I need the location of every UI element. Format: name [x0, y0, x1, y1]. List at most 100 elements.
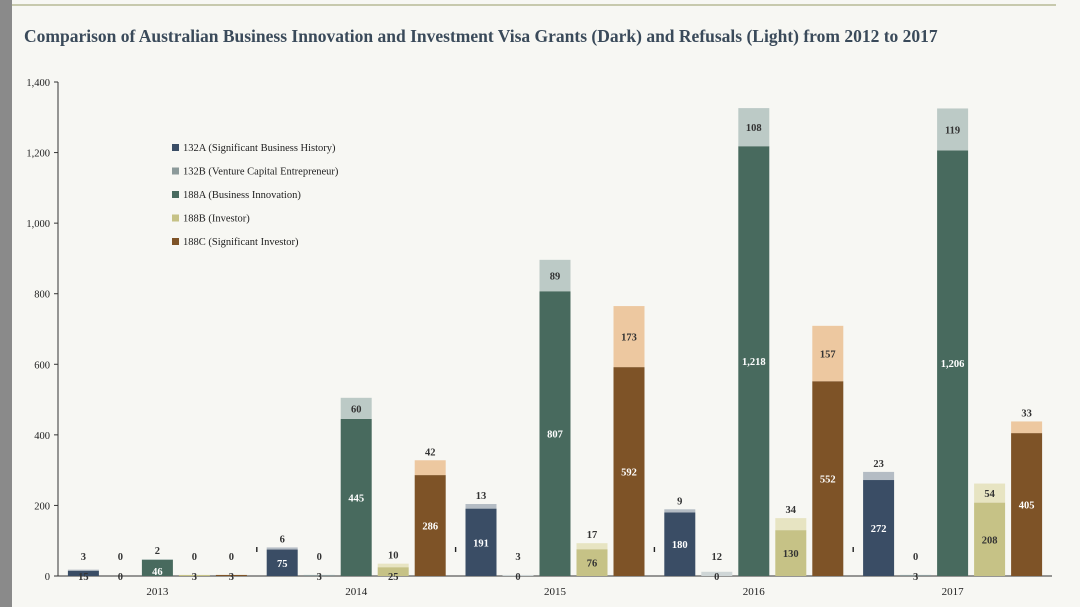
refusal-data-label: 42 [425, 447, 436, 458]
grant-data-label: 3 [317, 572, 322, 583]
refusal-bar [377, 563, 409, 568]
refusal-data-label: 0 [229, 552, 234, 563]
refusal-bar [937, 108, 969, 151]
y-tick-label: 800 [34, 290, 50, 301]
legend-label: 132B (Venture Capital Entrepreneur) [183, 167, 339, 178]
y-tick-label: 600 [34, 360, 50, 371]
refusal-data-label: 10 [388, 551, 399, 562]
refusal-bar [775, 518, 807, 531]
refusal-data-label: 0 [118, 552, 123, 563]
chart-title: Comparison of Australian Business Innova… [24, 26, 938, 46]
legend-swatch [172, 167, 179, 175]
legend-label: 188A (Business Innovation) [183, 190, 301, 201]
x-category-label: 2015 [544, 586, 567, 598]
grant-data-label: 3 [913, 572, 918, 583]
refusal-bar [974, 483, 1006, 503]
refusal-data-label: 2 [155, 546, 160, 557]
refusal-data-label: 9 [677, 496, 682, 507]
refusal-bar [1011, 421, 1043, 434]
grant-bar [303, 574, 335, 576]
refusal-bar [613, 306, 645, 368]
left-edge-band [0, 0, 12, 607]
grant-data-label: 3 [192, 572, 197, 583]
grant-bar [1011, 433, 1043, 576]
refusal-data-label: 0 [317, 552, 322, 563]
refusal-data-label: 173 [621, 333, 637, 344]
grant-bar [266, 549, 298, 576]
grant-data-label: 592 [621, 468, 637, 479]
grant-bar [377, 567, 409, 576]
grant-data-label: 76 [587, 559, 598, 570]
grant-bar [775, 530, 807, 576]
grant-bar [539, 291, 571, 576]
refusal-bar [664, 509, 696, 513]
x-category-label: 2013 [146, 586, 169, 598]
y-tick-label: 0 [45, 572, 50, 583]
refusal-data-label: 34 [786, 505, 797, 516]
refusal-bar [576, 543, 608, 550]
legend-label: 132A (Significant Business History) [183, 143, 336, 154]
grant-bar [576, 549, 608, 576]
refusal-bar [502, 574, 534, 576]
legend-swatch [172, 238, 179, 245]
x-category-label: 2014 [345, 586, 368, 598]
refusal-bar [414, 460, 446, 476]
grant-data-label: 286 [422, 522, 438, 533]
grant-bar [178, 574, 210, 576]
grant-data-label: 0 [515, 572, 520, 583]
grant-data-label: 272 [871, 524, 887, 535]
legend-swatch [172, 214, 179, 222]
y-tick-label: 400 [34, 431, 50, 442]
refusal-data-label: 23 [873, 459, 884, 470]
grant-data-label: 0 [118, 572, 123, 583]
grant-bar [974, 502, 1006, 576]
grant-bar [141, 559, 173, 576]
refusal-data-label: 0 [913, 552, 918, 563]
refusal-bar [67, 569, 99, 571]
grant-bar [67, 570, 99, 576]
legend-swatch [172, 191, 179, 198]
grant-data-label: 25 [388, 572, 399, 583]
grant-data-label: 130 [783, 549, 799, 560]
refusal-data-label: 3 [81, 552, 86, 563]
legend-label: 188C (Significant Investor) [183, 237, 299, 248]
grant-data-label: 0 [714, 572, 719, 583]
grant-bar [937, 150, 969, 576]
refusal-bar [465, 504, 497, 509]
legend-swatch [172, 144, 179, 151]
refusal-bar [812, 325, 844, 382]
grant-data-label: 3 [229, 572, 234, 583]
y-tick-label: 1,000 [26, 219, 50, 230]
x-category-label: 2016 [743, 586, 766, 598]
grant-data-label: 75 [277, 559, 288, 570]
grant-bar [414, 475, 446, 576]
refusal-bar [738, 108, 770, 147]
grant-bar [900, 574, 932, 576]
x-category-label: 2017 [942, 586, 965, 598]
refusal-data-label: 54 [984, 489, 995, 500]
refusal-bar [701, 571, 733, 576]
top-rule [12, 4, 1056, 6]
y-tick-label: 1,200 [26, 149, 50, 160]
refusal-data-label: 13 [476, 491, 487, 502]
refusal-data-label: 17 [587, 530, 598, 541]
refusal-data-label: 157 [820, 350, 836, 361]
grant-data-label: 445 [348, 493, 364, 504]
grant-bar [738, 146, 770, 576]
refusal-data-label: 12 [712, 552, 723, 563]
grant-bar [340, 418, 372, 576]
grant-data-label: 46 [152, 567, 163, 578]
grant-data-label: 180 [672, 540, 688, 551]
grant-data-label: 1,218 [742, 357, 766, 368]
legend-label: 188B (Investor) [183, 214, 250, 225]
refusal-bar [539, 259, 571, 292]
grant-bar [812, 381, 844, 576]
grant-data-label: 807 [547, 430, 563, 441]
grant-data-label: 552 [820, 475, 836, 486]
grant-data-label: 208 [982, 535, 998, 546]
refusal-data-label: 3 [515, 552, 520, 563]
grant-bar [465, 508, 497, 576]
grant-data-label: 405 [1019, 501, 1035, 512]
grant-bar [863, 480, 895, 576]
